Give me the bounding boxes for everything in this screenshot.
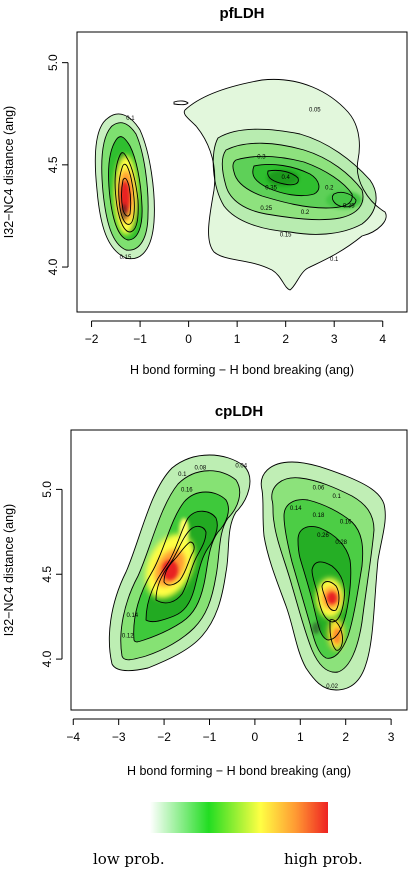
x-tick-label: −2 — [157, 730, 171, 744]
y-tick-label: 4.5 — [46, 156, 60, 173]
x-tick-label: −2 — [85, 332, 99, 346]
contour-label: 0.16 — [340, 520, 352, 526]
contour-label: 0.35 — [265, 185, 277, 191]
panel-cpldh: cpLDH — [2, 403, 408, 778]
contour-label: 0.35 — [343, 204, 355, 210]
panel1-x-axis: −2 −1 0 1 2 3 4 — [85, 320, 386, 346]
contour-label: 0.04 — [235, 464, 247, 470]
contour-label: 0.2 — [301, 210, 310, 216]
panel2-y-axis: 4.0 4.5 5.0 — [40, 481, 63, 667]
contour-label: 0.16 — [181, 487, 193, 493]
panel-pfldh: pfLDH — [2, 5, 408, 377]
contour-label: 0.3 — [257, 155, 266, 161]
panel1-right-well — [184, 79, 387, 290]
panel2-contours — [108, 454, 386, 691]
x-tick-label: −1 — [133, 332, 147, 346]
contour-label: 0.08 — [195, 465, 207, 471]
panel1-contour-labels: 0.05 0.1 0.3 0.4 0.35 0.2 0.25 0.35 0.2 0.15 0.1 0.… — [120, 108, 356, 263]
y-tick-label: 5.0 — [46, 54, 60, 71]
panel2-x-axis: −4 −3 −2 −1 0 1 2 3 — [66, 718, 395, 744]
y-tick-label: 5.0 — [40, 481, 54, 498]
legend-high-label: high prob. — [284, 850, 363, 868]
y-tick-label: 4.5 — [40, 566, 54, 583]
x-tick-label: 1 — [297, 730, 304, 744]
y-tick-label: 4.0 — [40, 650, 54, 667]
panel2-density: 0.04 0.08 0.1 0.06 0.16 0.1 0.14 0.18 0.16 0.26 0.… — [108, 454, 386, 691]
x-tick-label: −1 — [203, 730, 217, 744]
x-tick-label: 0 — [185, 332, 192, 346]
y-tick-label: 4.0 — [46, 258, 60, 275]
contour-label: 0.1 — [330, 257, 339, 263]
legend-colorbar — [150, 802, 328, 833]
x-tick-label: 4 — [379, 332, 386, 346]
contour-label: 0.02 — [326, 684, 338, 690]
panel1-density: 0.05 0.1 0.3 0.4 0.35 0.2 0.25 0.35 0.2 0.15 0.1 0.… — [94, 78, 387, 291]
panel1-left-well — [95, 114, 155, 259]
panel1-contours — [94, 78, 387, 291]
panel2-title: cpLDH — [215, 403, 263, 420]
panel2-contour-labels: 0.04 0.08 0.1 0.06 0.16 0.1 0.14 0.18 0.16 0.26 0.… — [122, 464, 352, 691]
panel1-ylabel: I32−NC4 distance (ang) — [2, 106, 16, 238]
panel2-ylabel: I32−NC4 distance (ang) — [2, 504, 16, 636]
contour-label: 0.1 — [332, 494, 341, 500]
panel2-right-well — [261, 462, 386, 690]
x-tick-label: −3 — [112, 730, 126, 744]
x-tick-label: 3 — [331, 332, 338, 346]
x-tick-label: 2 — [282, 332, 289, 346]
contour-label: 0.4 — [282, 175, 291, 181]
legend-low-label: low prob. — [93, 850, 165, 868]
x-tick-label: 3 — [388, 730, 395, 744]
panel1-y-axis: 4.0 4.5 5.0 — [46, 54, 69, 275]
panel2-xlabel: H bond forming − H bond breaking (ang) — [127, 764, 351, 778]
color-legend: low prob. high prob. — [93, 802, 363, 868]
contour-label: 0.2 — [325, 185, 334, 191]
contour-label: 0.15 — [120, 255, 132, 261]
panel1-frame — [76, 31, 408, 313]
panel2-frame — [70, 429, 408, 711]
contour-label: 0.06 — [313, 486, 325, 492]
contour-label: 0.1 — [178, 472, 187, 478]
contour-label: 0.25 — [260, 206, 272, 212]
contour-label: 0.18 — [313, 513, 325, 519]
x-tick-label: 0 — [252, 730, 259, 744]
contour-label: 0.14 — [126, 613, 138, 619]
x-tick-label: −4 — [66, 730, 80, 744]
panel1-title: pfLDH — [220, 5, 265, 22]
x-tick-label: 2 — [342, 730, 349, 744]
contour-label: 0.26 — [317, 533, 329, 539]
contour-label: 0.14 — [290, 506, 302, 512]
contour-label: 0.12 — [122, 633, 134, 639]
x-tick-label: 1 — [234, 332, 241, 346]
contour-label: 0.15 — [280, 232, 292, 238]
contour-label: 0.28 — [335, 540, 347, 546]
contour-label: 0.1 — [126, 116, 135, 122]
contour-label: 0.05 — [309, 108, 321, 114]
panel1-xlabel: H bond forming − H bond breaking (ang) — [130, 363, 354, 377]
